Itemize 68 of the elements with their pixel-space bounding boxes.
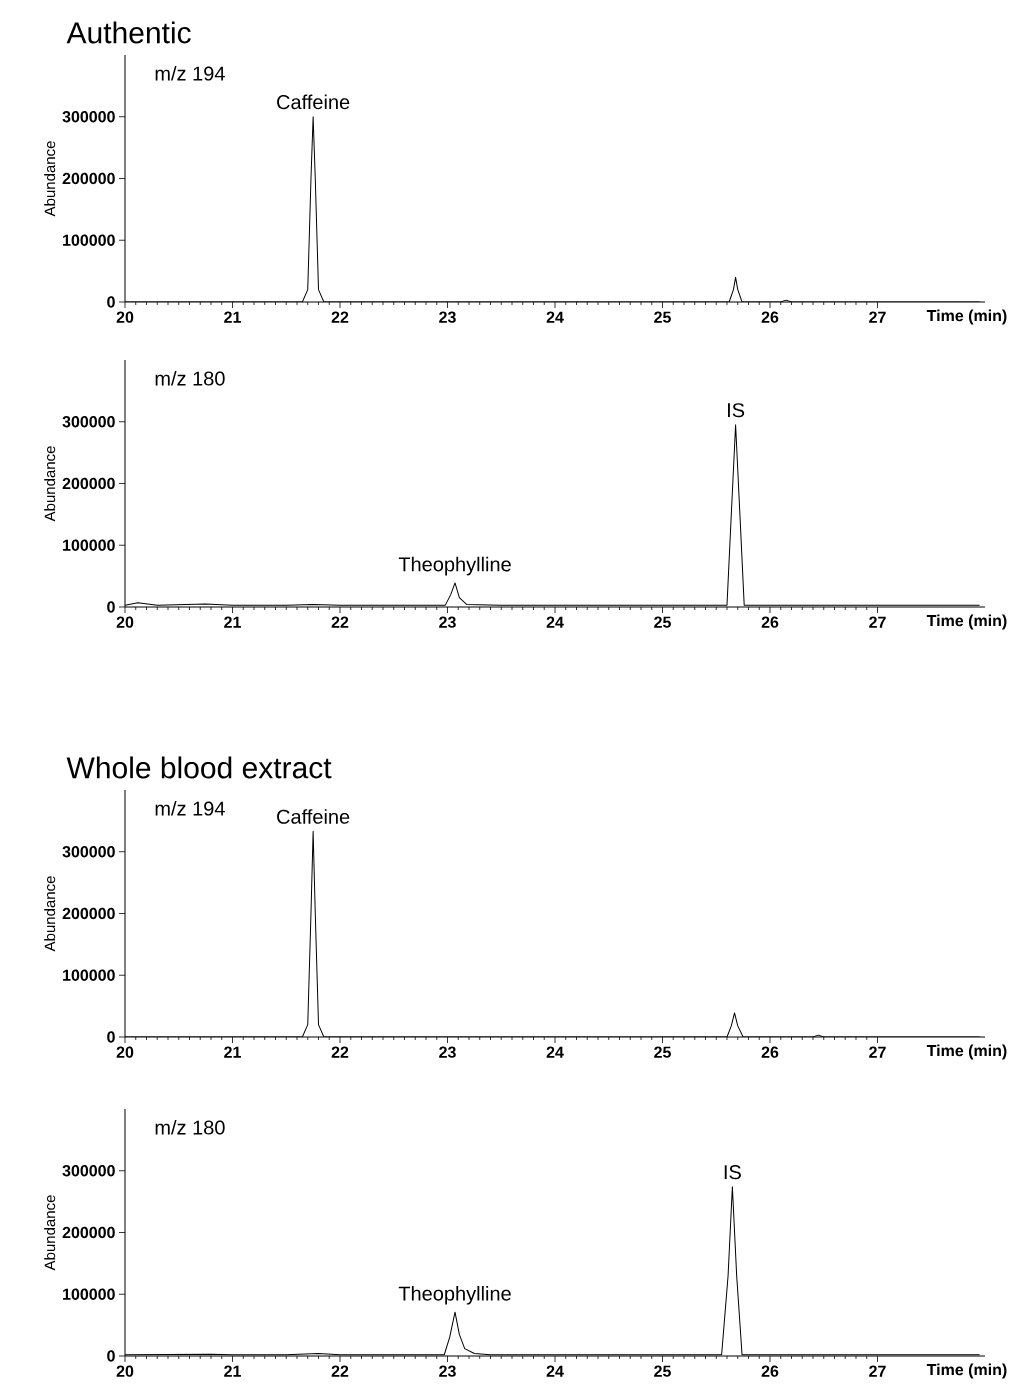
x-tick-label: 27: [869, 311, 886, 323]
x-tick-label: 21: [224, 1365, 241, 1377]
y-tick-label: 200000: [62, 1226, 115, 1239]
x-tick-label: 21: [224, 616, 241, 628]
y-tick-label: 100000: [63, 1288, 115, 1300]
x-tick-label: 21: [224, 311, 241, 323]
x-tick-label: 27: [869, 1365, 886, 1377]
x-tick-label: 23: [439, 616, 456, 628]
annotation: IS: [728, 403, 745, 418]
x-axis-title: Time (min): [926, 614, 1007, 630]
chart-title: Authentic: [66, 21, 191, 44]
chart-title: Whole blood extract: [66, 756, 332, 779]
x-tick-label: 26: [761, 1365, 779, 1377]
x-tick-label: 22: [331, 1365, 349, 1377]
x-tick-label: 27: [869, 1046, 886, 1058]
annotation: m/z 180: [155, 370, 225, 386]
x-tick-label: 25: [654, 1046, 671, 1058]
x-tick-label: 24: [546, 1365, 564, 1377]
annotation: m/z 180: [155, 1119, 225, 1135]
y-tick-label: 200000: [62, 477, 115, 490]
annotation: Theophylline: [398, 556, 511, 576]
x-tick-label: 20: [116, 616, 134, 628]
y-tick-label: 100000: [63, 969, 115, 981]
y-axis-title: Abundance: [44, 876, 56, 952]
annotation: m/z 194: [155, 65, 225, 81]
x-tick-label: 25: [654, 311, 671, 323]
y-tick-label: 100000: [63, 539, 115, 551]
x-tick-label: 20: [116, 1365, 134, 1377]
x-tick-label: 27: [869, 616, 886, 628]
x-tick-label: 23: [439, 311, 456, 323]
x-axis-title: Time (min): [926, 1044, 1007, 1060]
x-tick-label: 22: [331, 1046, 349, 1058]
x-tick-label: 24: [546, 1046, 564, 1058]
y-axis-title: Abundance: [44, 141, 56, 217]
annotation: m/z 194: [155, 800, 225, 816]
y-tick-label: 300000: [62, 416, 115, 428]
y-tick-label: 0: [107, 1350, 115, 1362]
annotation: Theophylline: [398, 1285, 511, 1305]
x-tick-label: 25: [654, 616, 671, 628]
x-tick-label: 23: [439, 1046, 456, 1058]
x-axis-title: Time (min): [926, 309, 1007, 325]
annotation: Caffeine: [277, 809, 350, 824]
x-tick-label: 21: [224, 1046, 241, 1058]
y-tick-label: 200000: [62, 907, 115, 920]
y-tick-label: 300000: [62, 111, 115, 123]
y-tick-label: 0: [107, 601, 115, 613]
x-tick-label: 26: [761, 311, 779, 323]
y-axis-title: Abundance: [44, 446, 56, 522]
x-tick-label: 22: [331, 311, 349, 323]
x-tick-label: 25: [654, 1365, 671, 1377]
y-tick-label: 0: [107, 1031, 115, 1043]
x-tick-label: 26: [761, 1046, 779, 1058]
annotation: Caffeine: [277, 94, 350, 110]
x-tick-label: 24: [546, 616, 564, 628]
y-tick-label: 300000: [62, 1165, 115, 1177]
x-tick-label: 23: [439, 1365, 456, 1377]
x-tick-label: 24: [546, 311, 564, 323]
y-axis-title: Abundance: [44, 1195, 56, 1271]
x-tick-label: 20: [116, 1046, 134, 1058]
x-tick-label: 20: [116, 311, 134, 323]
x-tick-label: 22: [331, 616, 349, 628]
y-tick-label: 300000: [62, 846, 115, 858]
y-tick-label: 0: [107, 296, 115, 308]
annotation: IS: [724, 1165, 741, 1180]
x-tick-label: 26: [761, 616, 779, 628]
y-tick-label: 100000: [63, 234, 115, 246]
y-tick-label: 200000: [62, 172, 115, 185]
x-axis-title: Time (min): [926, 1363, 1007, 1379]
